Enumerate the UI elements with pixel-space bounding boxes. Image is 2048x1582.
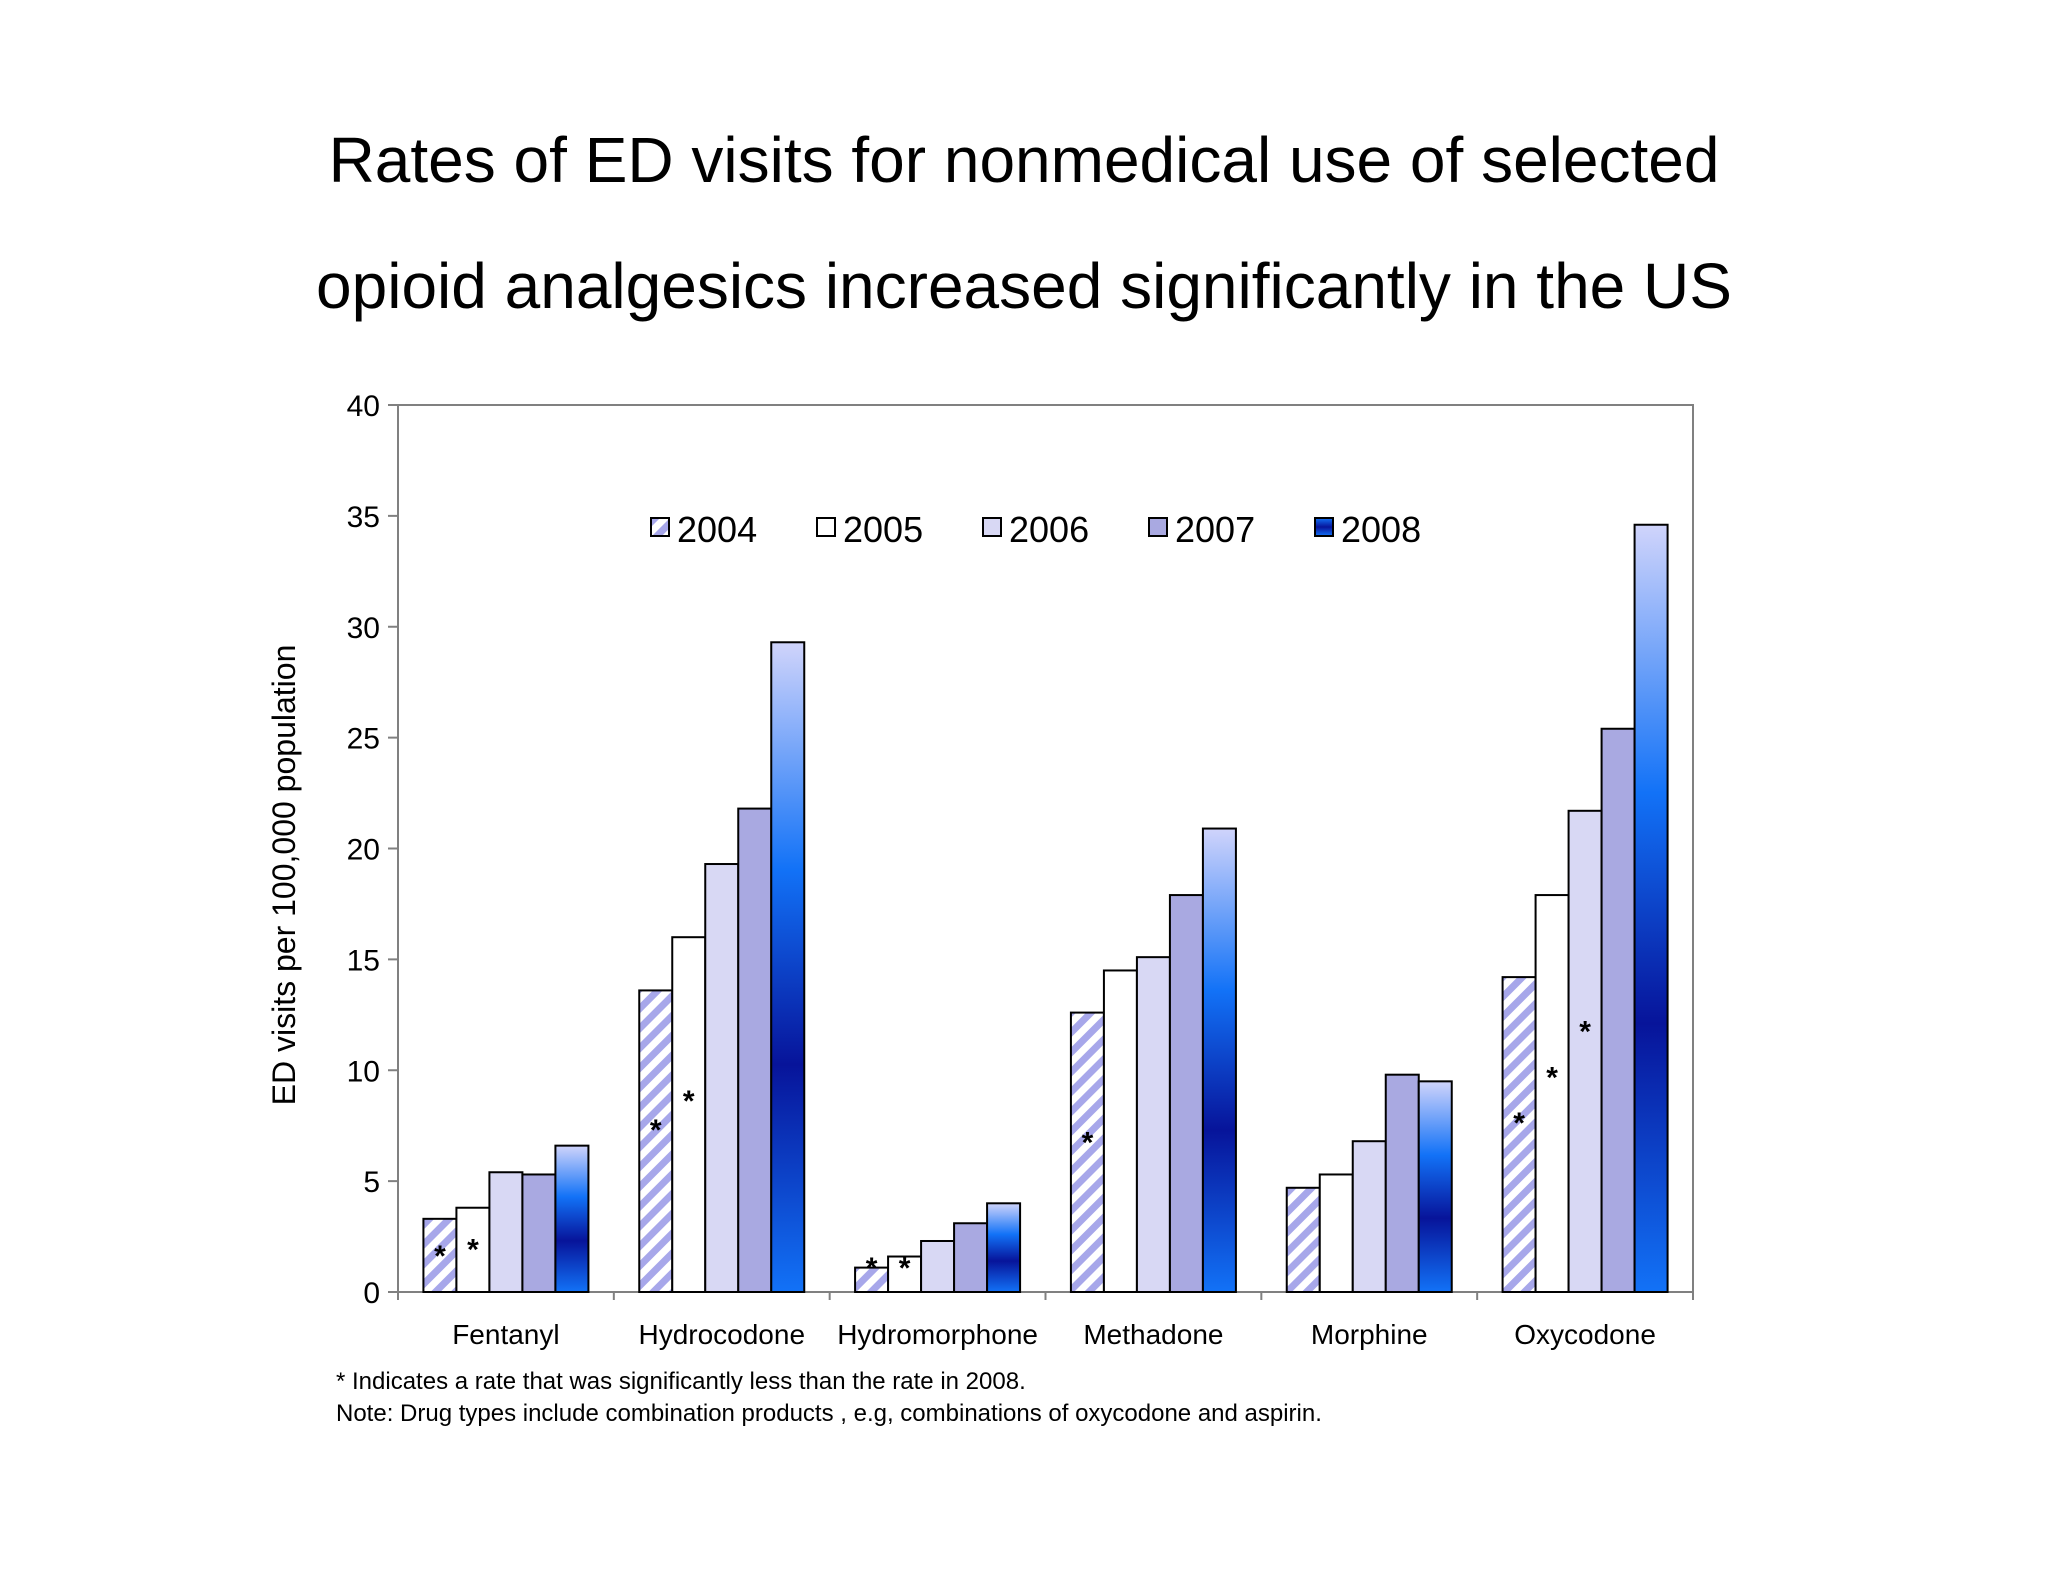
bar-2004-methadone — [1069, 1011, 1105, 1293]
bar-2005-hydromorphone — [887, 1255, 923, 1294]
significance-marker: * — [1579, 1015, 1591, 1048]
legend-label-2004: 2004 — [677, 509, 757, 550]
x-tick-label: Hydromorphone — [837, 1319, 1038, 1350]
bar-2004-hydrocodone — [638, 989, 674, 1293]
significance-marker: * — [650, 1114, 662, 1147]
y-tick-label: 40 — [347, 390, 380, 423]
bar-2006-methadone — [1135, 956, 1171, 1293]
x-tick-label: Methadone — [1083, 1319, 1223, 1350]
x-tick-label: Fentanyl — [452, 1319, 559, 1350]
bar-2008-oxycodone — [1633, 523, 1669, 1293]
bar-2006-fentanyl — [488, 1171, 524, 1294]
legend-label-2006: 2006 — [1009, 509, 1089, 550]
y-tick-label: 20 — [347, 834, 380, 867]
bar-2008-methadone — [1201, 827, 1237, 1293]
legend-label-2005: 2005 — [843, 509, 923, 550]
footnote-note: Note: Drug types include combination pro… — [336, 1400, 1322, 1427]
bar-2007-morphine — [1384, 1073, 1420, 1294]
legend-swatch-2008 — [1314, 517, 1334, 537]
legend-swatch-2007 — [1148, 517, 1168, 537]
bar-2008-hydromorphone — [986, 1202, 1022, 1294]
bar-2006-morphine — [1351, 1140, 1387, 1293]
bar-2007-hydromorphone — [953, 1222, 989, 1293]
legend-label-2008: 2008 — [1341, 509, 1421, 550]
significance-marker: * — [899, 1252, 911, 1285]
bar-2004-oxycodone — [1501, 976, 1537, 1293]
bar-2007-fentanyl — [521, 1173, 557, 1294]
legend-label-2007: 2007 — [1175, 509, 1255, 550]
bar-2007-hydrocodone — [737, 807, 773, 1294]
y-tick-label: 25 — [347, 723, 380, 756]
x-tick-label: Oxycodone — [1514, 1319, 1656, 1350]
footnote-significance: * Indicates a rate that was significantl… — [336, 1368, 1026, 1395]
y-tick-label: 5 — [363, 1166, 380, 1199]
bar-2007-oxycodone — [1600, 727, 1636, 1293]
legend-swatch-2006 — [982, 517, 1002, 537]
bar-2008-hydrocodone — [770, 641, 806, 1293]
bar-2006-hydrocodone — [704, 863, 740, 1294]
y-axis-title: ED visits per 100,000 population — [266, 645, 302, 1106]
legend-swatch-2005 — [816, 517, 836, 537]
significance-marker: * — [467, 1234, 479, 1267]
significance-marker: * — [683, 1085, 695, 1118]
significance-marker: * — [434, 1240, 446, 1273]
significance-marker: * — [866, 1252, 878, 1285]
y-tick-label: 10 — [347, 1055, 380, 1088]
x-tick-label: Morphine — [1311, 1319, 1428, 1350]
bar-2004-morphine — [1285, 1186, 1321, 1293]
bar-2008-fentanyl — [554, 1144, 590, 1294]
chart-title-line-2: opioid analgesics increased significantl… — [316, 250, 1732, 322]
y-tick-label: 0 — [363, 1277, 380, 1310]
legend-swatch-2004 — [650, 517, 670, 537]
significance-marker: * — [1082, 1126, 1094, 1159]
bar-2005-methadone — [1102, 969, 1138, 1294]
y-tick-label: 15 — [347, 944, 380, 977]
significance-marker: * — [1513, 1107, 1525, 1140]
bar-2008-morphine — [1417, 1080, 1453, 1294]
bar-2007-methadone — [1168, 894, 1204, 1293]
y-tick-label: 35 — [347, 501, 380, 534]
bar-2005-hydrocodone — [671, 936, 707, 1293]
bar-2006-oxycodone — [1567, 809, 1603, 1293]
bar-2006-hydromorphone — [920, 1239, 956, 1294]
chart-title-line-1: Rates of ED visits for nonmedical use of… — [328, 124, 1720, 196]
significance-marker: * — [1546, 1062, 1558, 1095]
x-tick-label: Hydrocodone — [638, 1319, 805, 1350]
bar-2005-oxycodone — [1534, 894, 1570, 1293]
bar-2005-morphine — [1318, 1173, 1354, 1294]
bar-2004-fentanyl — [422, 1217, 458, 1294]
bar-2005-fentanyl — [455, 1206, 491, 1293]
y-tick-label: 30 — [347, 612, 380, 645]
